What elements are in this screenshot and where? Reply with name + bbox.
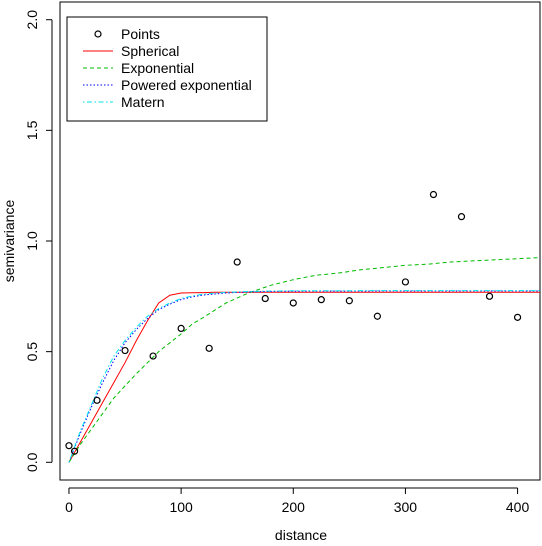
data-point <box>345 297 353 305</box>
data-point <box>485 292 494 300</box>
data-point <box>233 258 241 266</box>
y-tick-label: 0.5 <box>24 342 40 362</box>
data-point <box>149 352 157 360</box>
x-tick-label: 200 <box>282 499 306 515</box>
series-line-0 <box>68 291 540 463</box>
series-line-3 <box>68 290 540 463</box>
data-point <box>65 442 73 450</box>
legend-label: Powered exponential <box>121 77 252 93</box>
legend-label: Points <box>121 26 160 42</box>
data-point <box>429 190 438 199</box>
y-tick-label: 1.5 <box>24 120 40 140</box>
data-point <box>457 213 466 221</box>
data-points <box>65 190 522 455</box>
y-tick-label: 2.0 <box>24 10 40 30</box>
y-tick-label: 1.0 <box>24 231 40 251</box>
data-point <box>93 396 101 404</box>
data-point <box>177 324 185 333</box>
x-axis: 0 100 200 300 400 <box>65 487 530 515</box>
data-point <box>70 447 79 455</box>
x-tick-label: 300 <box>394 499 418 515</box>
legend-label: Matern <box>121 94 165 110</box>
x-tick-label: 0 <box>65 499 73 515</box>
data-point <box>373 312 381 320</box>
data-point <box>205 344 213 352</box>
x-tick-label: 100 <box>169 499 193 515</box>
data-point <box>289 299 297 307</box>
x-tick-label: 400 <box>506 499 530 515</box>
series-line-1 <box>68 257 540 463</box>
data-point <box>121 346 129 355</box>
x-axis-label: distance <box>275 527 327 543</box>
model-lines <box>68 257 540 463</box>
y-axis: 0.0 0.5 1.0 1.5 2.0 <box>24 10 53 472</box>
data-point <box>401 278 410 286</box>
data-point <box>261 294 269 303</box>
legend-label: Spherical <box>121 43 179 59</box>
y-axis-label: semivariance <box>1 200 17 283</box>
legend-box <box>66 16 268 122</box>
series-line-2 <box>68 290 540 463</box>
data-point <box>317 296 325 304</box>
y-tick-label: 0.0 <box>24 452 40 472</box>
data-point <box>513 313 522 321</box>
legend-label: Exponential <box>121 60 194 76</box>
legend-point-symbol <box>94 30 102 38</box>
plot-frame <box>59 1 541 481</box>
